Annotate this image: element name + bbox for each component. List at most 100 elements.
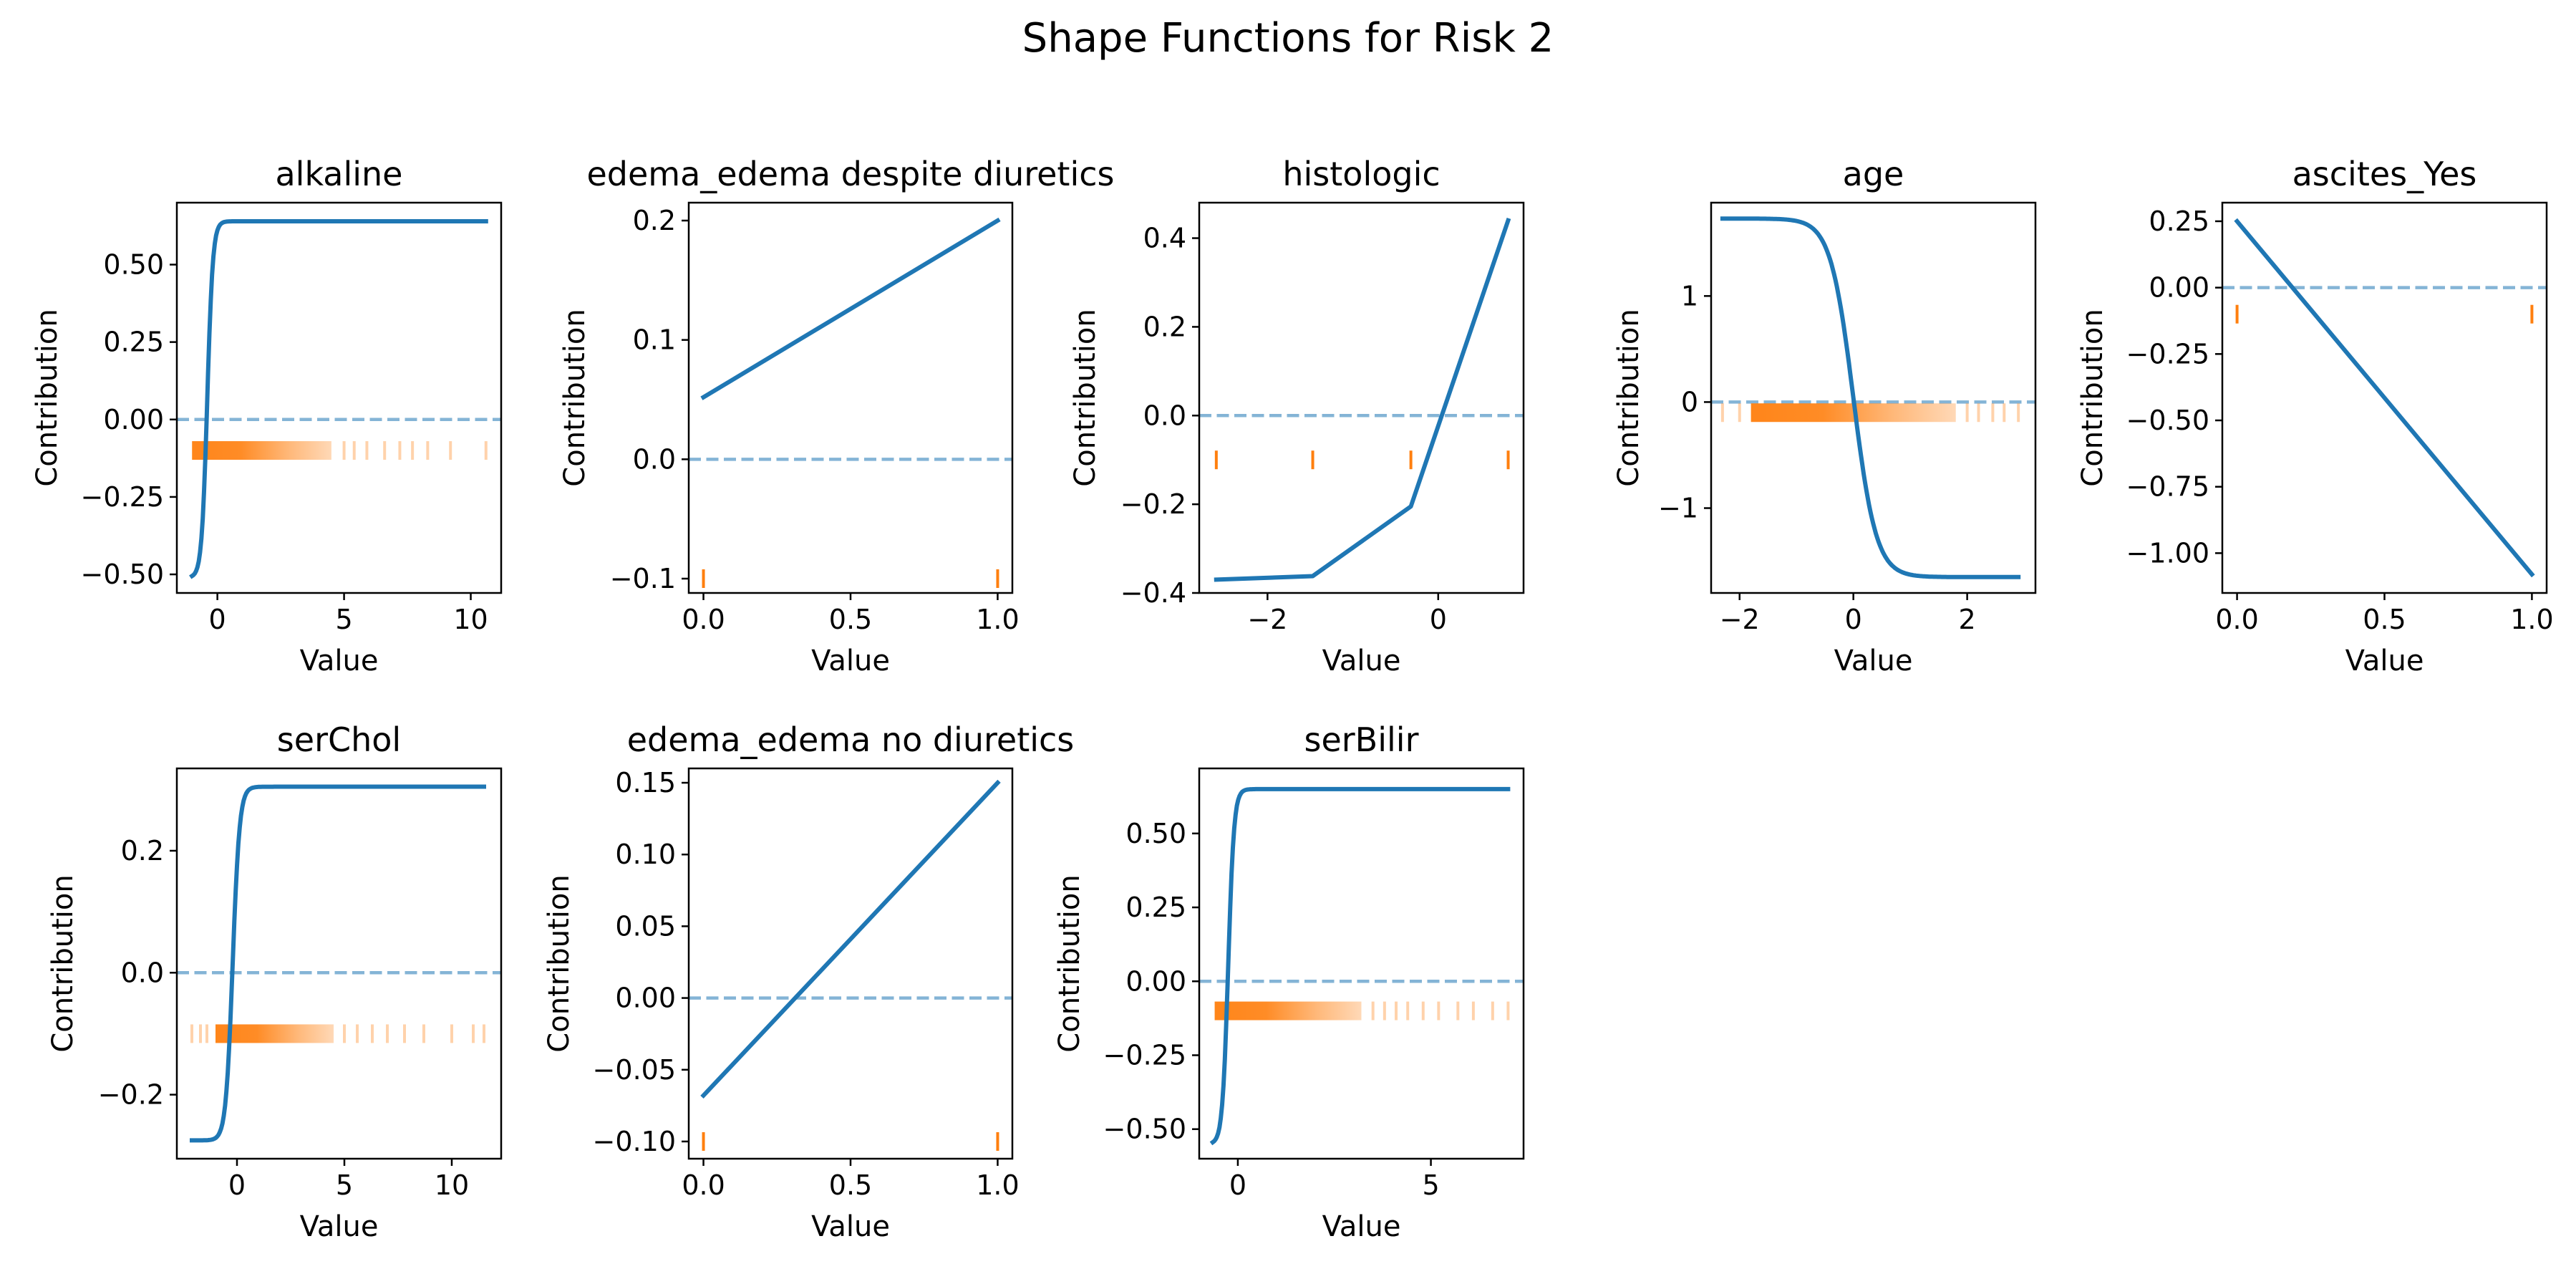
subplot-7: 0 5 −0.50 −0.25 0.00 0.25 0.50 serBilir Value Con… — [1053, 720, 1525, 1243]
x-axis-label: Value — [1322, 645, 1401, 677]
subplot-2: −2 0 −0.4 −0.2 0.0 0.2 0.4 histologic Value Contr… — [1069, 155, 1525, 677]
x-tick-label-0: 0 — [209, 604, 226, 635]
shape-function-line — [1720, 216, 2021, 579]
x-axis-label: Value — [811, 1210, 890, 1243]
subplot-0: 0 5 10 −0.50 −0.25 0.00 0.25 0.50 alkaline Value C… — [31, 155, 503, 677]
x-tick-label-1: 5 — [335, 604, 352, 635]
subplot-6: 0.0 0.5 1.0 −0.10 −0.05 0.00 0.05 0.10 0.15 edema… — [543, 720, 1074, 1243]
subplot-title: histologic — [1282, 155, 1440, 193]
shape-function-line — [1214, 217, 1511, 582]
shape-function-line — [189, 219, 488, 579]
y-tick-label-3: 0.2 — [633, 205, 676, 236]
shape-function-line — [700, 217, 1001, 400]
y-tick-label-1: 0.0 — [633, 443, 676, 475]
x-axis-label: Value — [300, 645, 379, 677]
y-tick-label-0: −0.50 — [1103, 1114, 1186, 1145]
y-tick-label-1: −0.25 — [81, 481, 164, 513]
plot-area — [689, 217, 1012, 588]
x-tick-label-0: 0.0 — [2215, 604, 2258, 635]
x-axis-label: Value — [2345, 645, 2424, 677]
x-axis-label: Value — [1322, 1210, 1401, 1243]
x-tick-label-1: 5 — [1422, 1169, 1439, 1201]
y-axis-label: Contribution — [1053, 874, 1086, 1052]
y-axis-label: Contribution — [1069, 309, 1102, 486]
y-axis-label: Contribution — [543, 874, 576, 1052]
y-tick-label-2: 0.1 — [633, 324, 676, 356]
y-tick-label-3: 0.25 — [103, 327, 164, 358]
x-tick-label-1: 0.5 — [829, 1169, 872, 1201]
x-tick-label-0: 0 — [228, 1169, 246, 1201]
plot-area — [1199, 217, 1524, 582]
x-tick-label-1: 0.5 — [829, 604, 872, 635]
panels: 0 5 10−0.50−0.250.000.250.50alkalineValueC… — [31, 155, 2554, 1243]
plot-area — [177, 219, 501, 579]
y-tick-label-3: 0.05 — [615, 910, 676, 942]
axes-frame — [1710, 201, 2037, 594]
x-tick-label-1: 5 — [336, 1169, 353, 1201]
shape-function-line — [2234, 218, 2535, 578]
y-tick-label-2: 0.00 — [1125, 965, 1186, 997]
axes-frame — [175, 767, 503, 1160]
subplot-title: ascites_Yes — [2292, 155, 2477, 193]
x-tick-label-0: −2 — [1247, 604, 1287, 635]
plot-area — [2222, 218, 2547, 578]
y-tick-label-4: 0.10 — [615, 839, 676, 870]
subplot-4: 0.0 0.5 1.0 −1.00 −0.75 −0.50 −0.25 0.00 0.25 asc… — [2076, 155, 2554, 677]
y-tick-label-4: 0.4 — [1143, 223, 1186, 254]
y-tick-label-0: −0.4 — [1120, 577, 1186, 609]
x-tick-label-1: 0 — [1845, 604, 1862, 635]
y-tick-label-0: −1.00 — [2126, 537, 2209, 569]
y-tick-label-3: −0.25 — [2126, 338, 2209, 370]
y-tick-label-3: 0.25 — [1125, 892, 1186, 923]
y-tick-label-2: 1 — [1681, 280, 1698, 312]
y-axis-label: Contribution — [1612, 309, 1645, 486]
x-tick-label-2: 1.0 — [976, 1169, 1019, 1201]
subplot-title: serChol — [277, 720, 401, 759]
x-tick-label-0: 0.0 — [682, 604, 725, 635]
y-tick-label-1: 0 — [1681, 386, 1698, 418]
subplot-5: 0 5 10 −0.2 0.0 0.2 serChol Value Contribution — [47, 720, 503, 1243]
y-tick-label-0: −0.1 — [610, 563, 676, 594]
y-tick-label-1: −0.75 — [2126, 471, 2209, 503]
y-tick-label-1: −0.25 — [1103, 1039, 1186, 1071]
plot-area — [1199, 786, 1524, 1146]
shape-function-line — [700, 779, 1001, 1099]
axes-frame — [1198, 767, 1525, 1160]
shape-function-line — [190, 784, 486, 1143]
y-tick-label-4: 0.50 — [103, 249, 164, 281]
x-axis-label: Value — [811, 645, 890, 677]
subplot-title: serBilir — [1304, 720, 1419, 759]
y-tick-label-5: 0.15 — [615, 767, 676, 798]
x-tick-label-2: 10 — [435, 1169, 469, 1201]
x-tick-label-0: −2 — [1720, 604, 1760, 635]
y-tick-label-2: 0.0 — [1143, 400, 1186, 431]
y-tick-label-0: −0.2 — [98, 1079, 164, 1111]
x-tick-label-2: 1.0 — [976, 604, 1019, 635]
y-axis-label: Contribution — [47, 874, 79, 1052]
y-tick-label-5: 0.25 — [2149, 206, 2209, 237]
y-tick-label-0: −1 — [1658, 493, 1698, 524]
x-tick-label-2: 10 — [453, 604, 488, 635]
x-tick-label-2: 1.0 — [2510, 604, 2553, 635]
y-axis-label: Contribution — [31, 309, 64, 486]
y-tick-label-1: −0.2 — [1120, 488, 1186, 520]
plot-area — [689, 779, 1012, 1151]
plot-area — [177, 784, 501, 1143]
x-tick-label-2: 2 — [1959, 604, 1976, 635]
y-tick-label-1: 0.0 — [121, 957, 164, 988]
y-tick-label-3: 0.2 — [1143, 311, 1186, 342]
plot-area — [1711, 216, 2035, 579]
y-tick-label-1: −0.05 — [593, 1054, 676, 1086]
subplot-title: edema_edema despite diuretics — [586, 155, 1114, 193]
x-tick-label-1: 0 — [1430, 604, 1447, 635]
subplot-3: −2 0 2 −1 0 1 age Value Contribution — [1612, 155, 2037, 677]
figure-title: Shape Functions for Risk 2 — [1022, 15, 1554, 62]
x-tick-label-0: 0.0 — [682, 1169, 725, 1201]
y-axis-label: Contribution — [2076, 309, 2109, 486]
subplot-title: alkaline — [275, 155, 402, 193]
y-tick-label-2: 0.00 — [103, 404, 164, 435]
rug-dense-band — [216, 1024, 334, 1043]
